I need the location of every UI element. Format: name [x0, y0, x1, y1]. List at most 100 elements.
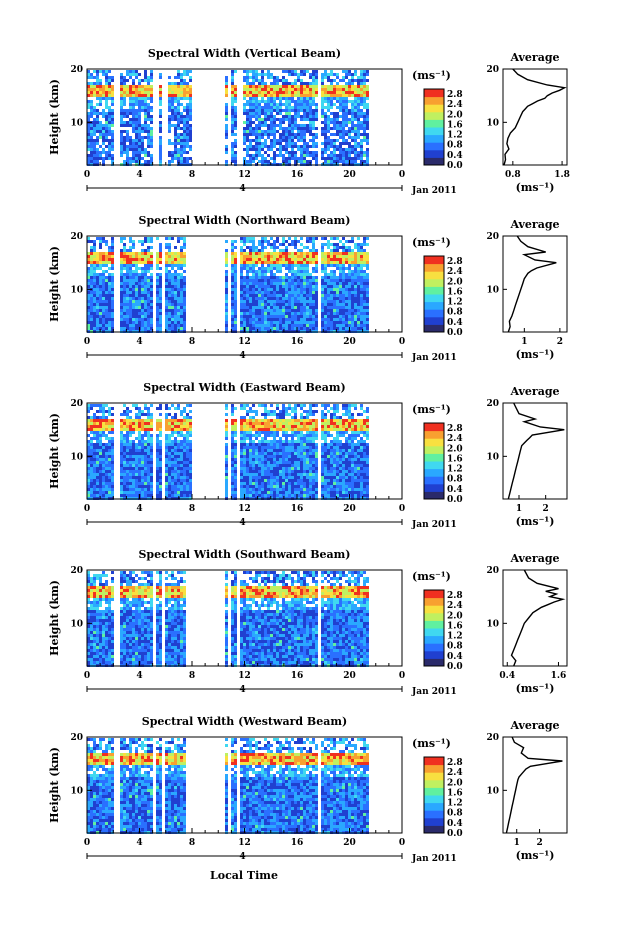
heatmap-cell: [324, 130, 327, 133]
heatmap-cell: [141, 148, 144, 151]
heatmap-cell: [105, 70, 108, 73]
heatmap-cell: [123, 458, 126, 461]
heatmap-cell: [333, 103, 336, 106]
heatmap-cell: [126, 282, 129, 285]
heatmap-cell: [261, 300, 264, 303]
heatmap-cell: [96, 315, 99, 318]
colorbar-tick-label: 0.4: [447, 151, 463, 161]
heatmap-cell: [183, 285, 186, 288]
heatmap-cell: [297, 258, 300, 261]
heatmap-cell: [306, 148, 309, 151]
heatmap-cell: [129, 258, 132, 261]
heatmap-cell: [138, 267, 141, 270]
heatmap-cell: [129, 416, 132, 419]
heatmap-cell: [87, 446, 90, 449]
heatmap-cell: [258, 142, 261, 145]
heatmap-cell: [147, 297, 150, 300]
heatmap-cell: [156, 488, 159, 491]
heatmap-cell: [165, 261, 168, 264]
heatmap-cell: [225, 124, 228, 127]
heatmap-cell: [99, 324, 102, 327]
heatmap-cell: [276, 237, 279, 240]
heatmap-cell: [225, 109, 228, 112]
heatmap-cell: [177, 160, 180, 163]
heatmap-cell: [123, 255, 126, 258]
colorbar-tick-label: 1.2: [447, 131, 463, 141]
heatmap-cell: [135, 449, 138, 452]
heatmap-cell: [150, 437, 153, 440]
heatmap-cell: [246, 312, 249, 315]
heatmap-cell: [336, 145, 339, 148]
heatmap-cell: [183, 121, 186, 124]
heatmap-cell: [111, 243, 114, 246]
heatmap-cell: [87, 318, 90, 321]
heatmap-cell: [249, 82, 252, 85]
heatmap-cell: [321, 73, 324, 76]
heatmap-cell: [159, 413, 162, 416]
heatmap-cell: [303, 315, 306, 318]
heatmap-cell: [177, 458, 180, 461]
heatmap-cell: [132, 145, 135, 148]
heatmap-cell: [345, 118, 348, 121]
heatmap-cell: [141, 85, 144, 88]
heatmap-cell: [309, 306, 312, 309]
heatmap-cell: [342, 88, 345, 91]
heatmap-cell: [144, 425, 147, 428]
heatmap-cell: [123, 124, 126, 127]
heatmap-cell: [315, 94, 318, 97]
heatmap-cell: [261, 154, 264, 157]
heatmap-cell: [132, 422, 135, 425]
heatmap-cell: [357, 309, 360, 312]
heatmap-cell: [321, 133, 324, 136]
heatmap-cell: [111, 267, 114, 270]
heatmap-cell: [366, 294, 369, 297]
heatmap-cell: [120, 76, 123, 79]
heatmap-cell: [93, 249, 96, 252]
heatmap-cell: [141, 419, 144, 422]
heatmap-cell: [93, 488, 96, 491]
heatmap-cell: [111, 476, 114, 479]
heatmap-cell: [144, 297, 147, 300]
heatmap-cell: [111, 85, 114, 88]
heatmap-cell: [150, 473, 153, 476]
heatmap-cell: [168, 142, 171, 145]
heatmap-cell: [168, 321, 171, 324]
heatmap-cell: [159, 112, 162, 115]
heatmap-cell: [177, 324, 180, 327]
heatmap-cell: [342, 133, 345, 136]
heatmap-cell: [243, 303, 246, 306]
heatmap-cell: [165, 443, 168, 446]
heatmap-cell: [144, 327, 147, 330]
heatmap-cell: [315, 112, 318, 115]
heatmap-cell: [324, 70, 327, 73]
heatmap-cell: [366, 237, 369, 240]
heatmap-cell: [123, 79, 126, 82]
heatmap-cell: [183, 246, 186, 249]
heatmap-cell: [291, 91, 294, 94]
heatmap-cell: [273, 273, 276, 276]
heatmap-cell: [252, 76, 255, 79]
heatmap-cell: [87, 312, 90, 315]
heatmap-cell: [93, 85, 96, 88]
heatmap-cell: [150, 285, 153, 288]
heatmap-cell: [270, 321, 273, 324]
heatmap-cell: [342, 258, 345, 261]
heatmap-cell: [252, 255, 255, 258]
heatmap-cell: [366, 112, 369, 115]
heatmap-cell: [90, 145, 93, 148]
heatmap-cell: [147, 321, 150, 324]
heatmap-cell: [126, 285, 129, 288]
heatmap-cell: [90, 482, 93, 485]
heatmap-cell: [186, 85, 189, 88]
heatmap-cell: [111, 291, 114, 294]
heatmap-cell: [348, 297, 351, 300]
heatmap-cell: [273, 115, 276, 118]
heatmap-cell: [336, 133, 339, 136]
heatmap-cell: [90, 297, 93, 300]
heatmap-cell: [351, 118, 354, 121]
heatmap-cell: [174, 458, 177, 461]
heatmap-cell: [87, 321, 90, 324]
heatmap-cell: [351, 151, 354, 154]
heatmap-cell: [321, 79, 324, 82]
colorbar-segment: [424, 256, 444, 265]
